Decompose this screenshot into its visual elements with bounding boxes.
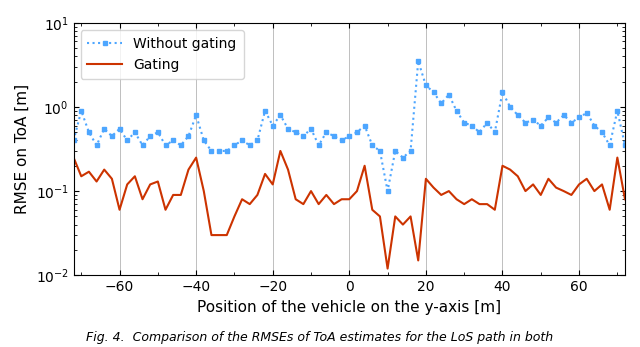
Without gating <box>70 138 77 143</box>
Without gating <box>545 115 552 119</box>
Gating <box>621 197 629 201</box>
Without gating <box>253 138 261 143</box>
Line: Without gating: Without gating <box>72 59 627 193</box>
Gating <box>192 155 200 160</box>
Without gating <box>583 111 591 115</box>
Gating <box>583 177 591 181</box>
Gating <box>545 177 552 181</box>
Text: Fig. 4.  Comparison of the RMSEs of ToA estimates for the LoS path in both: Fig. 4. Comparison of the RMSEs of ToA e… <box>86 331 554 344</box>
Gating <box>70 155 77 160</box>
Gating <box>560 189 568 193</box>
X-axis label: Position of the vehicle on the y-axis [m]: Position of the vehicle on the y-axis [m… <box>197 300 501 315</box>
Gating <box>253 193 261 197</box>
Without gating <box>414 59 422 63</box>
Y-axis label: RMSE on ToA [m]: RMSE on ToA [m] <box>15 84 30 214</box>
Without gating <box>560 113 568 117</box>
Line: Gating: Gating <box>74 151 625 269</box>
Without gating <box>192 113 200 117</box>
Legend: Without gating, Gating: Without gating, Gating <box>81 30 243 78</box>
Gating <box>276 149 284 153</box>
Without gating <box>621 143 629 147</box>
Gating <box>353 189 361 193</box>
Without gating <box>346 134 353 138</box>
Without gating <box>384 189 392 193</box>
Gating <box>384 266 392 271</box>
